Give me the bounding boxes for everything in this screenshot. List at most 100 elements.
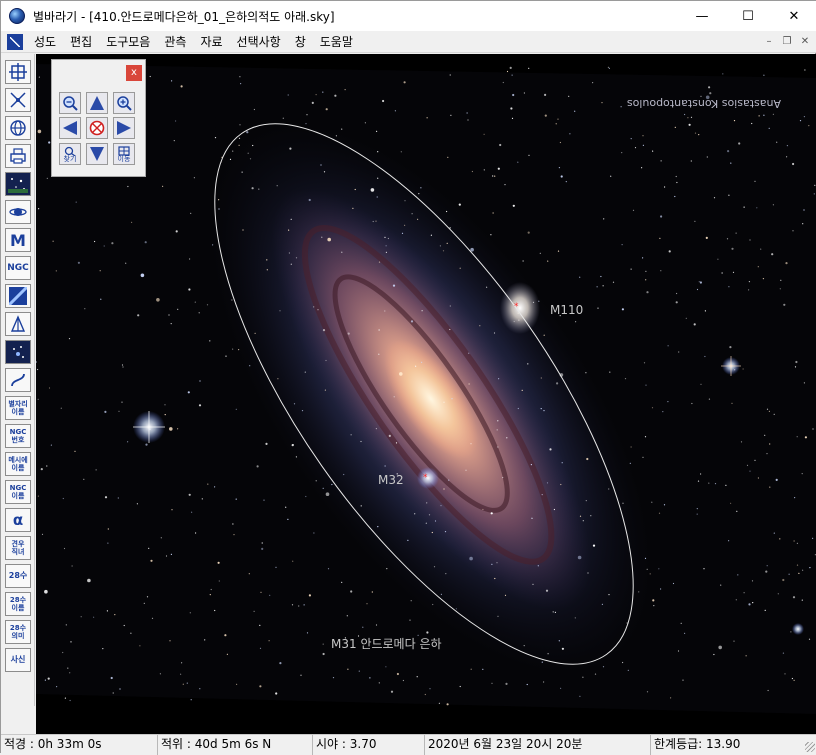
star — [766, 408, 769, 410]
star — [322, 91, 324, 93]
star — [121, 401, 123, 403]
messier-name-button[interactable]: 메시에 이름 — [5, 452, 31, 476]
star — [402, 679, 404, 682]
star — [62, 651, 64, 654]
mansion-name-line1: 28수 — [9, 596, 27, 604]
star — [378, 329, 380, 331]
move-button[interactable]: 이동 — [113, 143, 135, 165]
milky-way-button[interactable] — [5, 284, 31, 308]
star — [104, 496, 108, 499]
star — [305, 123, 307, 125]
minimize-button[interactable]: — — [695, 8, 709, 24]
star — [260, 591, 262, 593]
zoom-out-button[interactable] — [59, 92, 81, 114]
star — [165, 555, 168, 557]
star — [651, 407, 654, 409]
star — [601, 603, 604, 606]
menu-help[interactable]: 도움말 — [319, 34, 353, 49]
star — [145, 443, 148, 446]
star — [125, 262, 127, 264]
zoom-in-button[interactable] — [113, 92, 135, 114]
star — [697, 480, 700, 482]
grid-globe-button[interactable] — [5, 116, 31, 140]
pan-up-button[interactable] — [86, 92, 108, 114]
star — [674, 126, 676, 128]
menu-edit[interactable]: 편집 — [70, 34, 93, 49]
mdi-minimize-button[interactable]: – — [766, 36, 772, 47]
m31-label[interactable]: M31 안드로메다 은하 — [331, 637, 442, 651]
menu-window[interactable]: 창 — [294, 34, 306, 49]
maximize-button[interactable]: ☐ — [742, 8, 754, 24]
navigator-close-button[interactable]: x — [126, 65, 142, 81]
star — [502, 476, 504, 479]
star — [232, 150, 234, 152]
pan-left-button[interactable] — [59, 117, 81, 139]
menu-toolbars[interactable]: 도구모음 — [106, 34, 151, 49]
planet-button[interactable] — [5, 200, 31, 224]
resize-grip[interactable] — [805, 742, 815, 752]
star — [384, 310, 386, 312]
star — [764, 609, 766, 612]
star — [748, 603, 751, 606]
sky-chart-canvas[interactable]: * * M110 M32 M31 안드로메다 은하 Anastasios Kon… — [36, 54, 816, 734]
ngc-name-button[interactable]: NGC 이름 — [5, 480, 31, 504]
m31-outline[interactable] — [139, 62, 709, 726]
star — [499, 143, 502, 147]
star — [48, 387, 51, 389]
mdi-close-button[interactable]: ✕ — [800, 36, 810, 47]
messier-button[interactable]: M — [5, 228, 31, 252]
find-button[interactable]: 찾기 — [59, 143, 81, 165]
crosshair-tool-button[interactable] — [5, 60, 31, 84]
star — [560, 687, 562, 689]
constellation-lines-button[interactable] — [5, 88, 31, 112]
m110-label[interactable]: M110 — [550, 303, 583, 317]
star — [252, 144, 254, 147]
telescope-button[interactable] — [5, 312, 31, 336]
ecliptic-button[interactable] — [5, 368, 31, 392]
star — [417, 634, 419, 637]
star — [170, 553, 172, 555]
print-button[interactable] — [5, 144, 31, 168]
close-button[interactable]: ✕ — [788, 8, 800, 24]
center-reset-button[interactable] — [86, 117, 108, 139]
deep-sky-button[interactable] — [5, 340, 31, 364]
mdi-restore-button[interactable]: ❐ — [782, 36, 792, 47]
star — [416, 676, 418, 678]
pan-right-button[interactable] — [113, 117, 135, 139]
lunar-mansions-button[interactable]: 28수 — [5, 564, 31, 588]
star — [796, 542, 799, 544]
star — [471, 170, 473, 173]
star — [395, 442, 398, 444]
star — [352, 207, 354, 209]
star — [698, 134, 700, 136]
star — [610, 175, 612, 177]
ngc-number-button[interactable]: NGC 번호 — [5, 424, 31, 448]
star — [80, 616, 82, 618]
star — [651, 501, 653, 503]
pan-down-button[interactable] — [86, 143, 108, 165]
star — [344, 637, 346, 639]
ngc-button[interactable]: NGC — [5, 256, 31, 280]
m32-label[interactable]: M32 — [378, 473, 404, 487]
star — [290, 218, 292, 220]
star — [38, 76, 40, 78]
document-icon[interactable] — [7, 33, 23, 50]
star — [690, 160, 692, 162]
star — [539, 252, 541, 254]
star — [450, 114, 452, 116]
star — [218, 580, 220, 582]
menu-data[interactable]: 자료 — [200, 34, 223, 49]
altair-vega-button[interactable]: 견우 직녀 — [5, 536, 31, 560]
app-globe-icon[interactable] — [9, 8, 25, 24]
title-bar[interactable]: 별바라기 - [410.안드로메다은하_01_은하의적도 아래.sky] — ☐… — [1, 1, 816, 31]
four-gods-button[interactable]: 사신 — [5, 648, 31, 672]
menu-chart[interactable]: 성도 — [34, 34, 57, 49]
star — [509, 66, 512, 69]
mansion-name-button[interactable]: 28수 이름 — [5, 592, 31, 616]
constellation-name-button[interactable]: 별자리 이름 — [5, 396, 31, 420]
menu-observe[interactable]: 관측 — [164, 34, 187, 49]
menu-options[interactable]: 선택사항 — [236, 34, 281, 49]
greek-letter-button[interactable]: α — [5, 508, 31, 532]
mansion-meaning-button[interactable]: 28수 의미 — [5, 620, 31, 644]
star-field-button[interactable] — [5, 172, 31, 196]
